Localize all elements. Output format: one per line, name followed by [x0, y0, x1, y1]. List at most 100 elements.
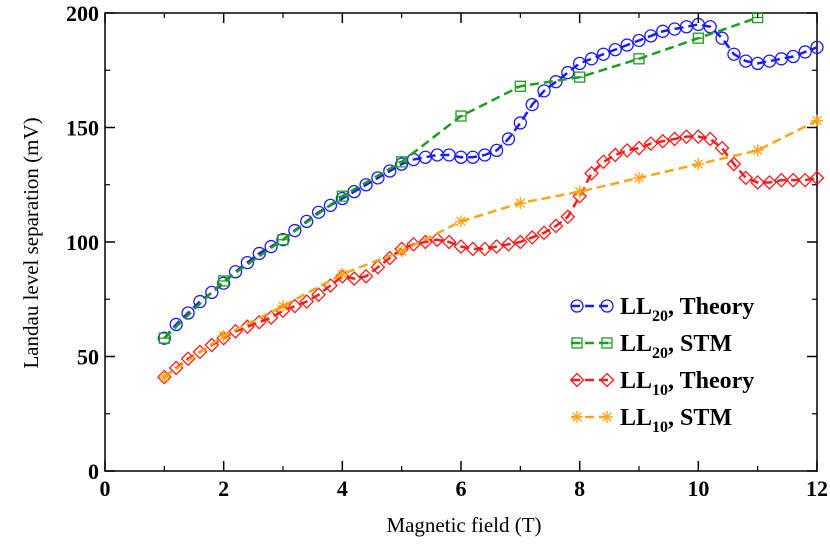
data-point-diamond [346, 271, 362, 287]
data-point-diamond [785, 172, 801, 188]
legend-marker-circle [600, 299, 614, 313]
data-point-diamond [679, 129, 694, 145]
legend-label: LL10, STM [620, 405, 732, 436]
legend-item-star: LL10, STM [571, 405, 732, 436]
data-point-star-ray [812, 115, 822, 126]
series-diamond [156, 129, 825, 385]
legend-marker-circle [570, 299, 584, 313]
legend-marker-square [571, 337, 583, 349]
data-point-diamond [311, 287, 327, 303]
data-point-star [277, 300, 289, 313]
data-point-circle [489, 143, 504, 158]
data-point-diamond [619, 142, 635, 158]
series-layer [156, 11, 825, 385]
data-point-diamond [667, 131, 683, 147]
data-point-circle [288, 223, 302, 238]
data-point-diamond [714, 140, 730, 156]
data-point-circle [632, 33, 646, 48]
data-point-circle [478, 148, 492, 162]
legend-item-square: LL20, STM [571, 331, 732, 362]
data-point-star [633, 171, 645, 184]
data-point-circle [169, 317, 183, 332]
data-point-star-ray [218, 331, 229, 341]
x-tick-label: 10 [687, 476, 709, 501]
data-point-circle [300, 214, 314, 229]
data-point-diamond [797, 172, 813, 188]
data-point-star [217, 329, 230, 342]
series-star [158, 114, 823, 384]
legend-marker-star [601, 411, 613, 423]
data-point-diamond [429, 232, 445, 248]
data-point-star-ray [337, 269, 348, 279]
data-point-diamond [382, 250, 398, 266]
data-point-circle [703, 20, 717, 34]
data-point-star [692, 158, 705, 171]
x-tick-label: 2 [218, 476, 229, 501]
data-point-circle [644, 29, 658, 43]
data-point-circle [810, 40, 824, 54]
data-point-star-ray [574, 186, 585, 197]
data-point-circle [359, 178, 373, 192]
legend-marker-star-ray [602, 412, 612, 422]
data-point-circle [608, 42, 622, 57]
x-axis-title: Magnetic field (T) [386, 513, 541, 537]
legend-marker-square [601, 337, 613, 349]
data-point-star [811, 114, 823, 127]
legend-marker-diamond [569, 372, 585, 388]
data-point-diamond [726, 156, 742, 172]
data-point-star-ray [515, 198, 526, 208]
data-point-star-ray [634, 173, 644, 183]
data-point-diamond [536, 225, 552, 241]
data-point-diamond [417, 234, 433, 250]
data-point-diamond [512, 234, 528, 250]
axes-layer: 0 2 4 6 8 10 12 0 50 100 150 200 [66, 1, 828, 501]
data-point-square [633, 53, 645, 65]
data-point-diamond [750, 175, 766, 190]
data-point-circle [323, 198, 338, 213]
data-point-square [514, 80, 526, 92]
data-point-circle [715, 31, 729, 45]
data-point-circle [228, 265, 243, 279]
data-point-diamond [560, 209, 576, 225]
data-point-square [396, 156, 408, 168]
data-point-circle [513, 116, 527, 130]
plot-area [104, 12, 818, 472]
data-point-diamond [572, 188, 588, 204]
data-point-diamond [358, 268, 374, 284]
legend-marker-star-ray [572, 412, 582, 422]
data-point-circle [205, 285, 219, 300]
data-point-star [514, 197, 527, 210]
data-point-circle [157, 331, 171, 345]
data-point-circle [217, 276, 231, 290]
data-point-diamond [643, 136, 659, 151]
data-point-circle [573, 56, 587, 71]
plot-frame [104, 12, 818, 472]
data-point-diamond [501, 236, 516, 252]
data-point-diamond [453, 239, 469, 254]
data-point-circle [584, 52, 599, 66]
data-point-circle [181, 306, 195, 320]
data-point-diamond [584, 165, 599, 181]
data-point-star-ray [396, 246, 407, 256]
legend-label: LL20, STM [620, 331, 732, 362]
data-point-diamond [690, 129, 706, 145]
data-point-square [158, 332, 170, 344]
data-point-star-ray [278, 301, 288, 311]
data-point-diamond [299, 294, 315, 309]
data-point-diamond [524, 230, 540, 245]
data-point-star-ray [693, 159, 704, 169]
data-point-star [573, 185, 586, 198]
data-point-circle [501, 132, 516, 146]
x-tick-label: 0 [100, 476, 111, 501]
legend-label: LL10, Theory [620, 368, 754, 399]
series-square [158, 11, 764, 344]
data-point-diamond [477, 241, 493, 257]
x-tick-label: 8 [574, 476, 585, 501]
data-point-circle [311, 205, 326, 219]
data-point-circle [798, 45, 812, 59]
data-point-diamond [762, 175, 777, 190]
data-point-diamond [251, 314, 267, 330]
legend: LL20, Theory LL20, STM LL10, Theory LL10, S… [569, 294, 754, 436]
data-point-diamond [607, 147, 623, 163]
data-point-circle [371, 171, 385, 185]
